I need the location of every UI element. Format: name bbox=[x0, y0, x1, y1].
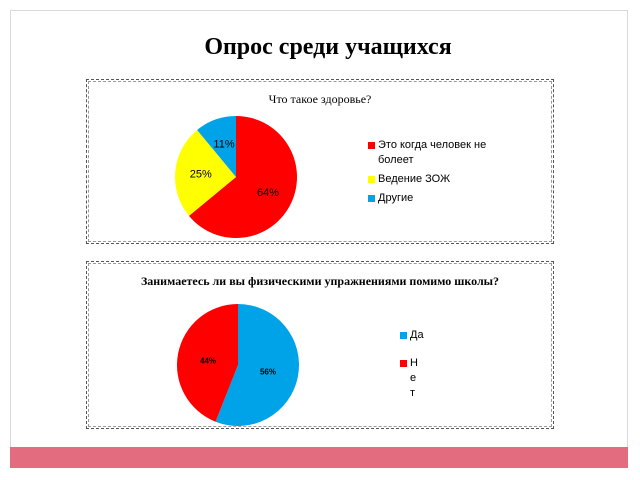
data-label: 25% bbox=[190, 169, 212, 181]
legend-label: Это когда человек не болеет bbox=[378, 139, 487, 166]
chart-title: Что такое здоровье? bbox=[268, 92, 372, 106]
data-label: 11% bbox=[213, 139, 234, 151]
legend-label: Ведение ЗОЖ bbox=[378, 173, 451, 185]
legend-label: Другие bbox=[378, 192, 414, 204]
legend-swatch bbox=[400, 360, 407, 367]
chart-legend: Да Нет bbox=[400, 328, 430, 401]
legend-swatch bbox=[400, 332, 407, 339]
pie-slice bbox=[215, 304, 299, 426]
data-label: 56% bbox=[260, 368, 276, 377]
legend-label: Нет bbox=[410, 357, 418, 399]
legend-item: Ведение ЗОЖ bbox=[368, 172, 518, 187]
legend-label: Да bbox=[410, 329, 424, 341]
pie-slice bbox=[177, 304, 238, 422]
slide-title: Опрос среди учащихся bbox=[204, 34, 452, 60]
legend-swatch bbox=[368, 176, 375, 183]
chart-title: Занимаетесь ли вы физическими упражнения… bbox=[140, 274, 500, 288]
pie-slice bbox=[197, 116, 236, 177]
legend-swatch bbox=[368, 142, 375, 149]
legend-item: Нет bbox=[400, 356, 432, 401]
legend-item: Другие bbox=[368, 191, 518, 206]
chart-exercise-outside-school: Занимаетесь ли вы физическими упражнения… bbox=[86, 261, 554, 429]
data-label: 44% bbox=[200, 356, 216, 365]
pie-slice bbox=[188, 116, 297, 238]
bottom-accent-bar bbox=[10, 447, 628, 468]
chart-health-definition: Что такое здоровье? 64% 25% 11% Это когда … bbox=[86, 79, 554, 244]
legend-item: Это когда человек не болеет bbox=[368, 138, 518, 168]
pie-slice bbox=[175, 129, 236, 216]
chart-legend: Это когда человек не болеет Ведение ЗОЖ … bbox=[368, 138, 518, 206]
legend-swatch bbox=[368, 195, 375, 202]
pie-chart: 56% 44% bbox=[177, 304, 299, 426]
data-label: 64% bbox=[257, 187, 279, 199]
pie-chart: 64% 25% 11% bbox=[175, 116, 297, 238]
legend-item: Да bbox=[400, 328, 430, 343]
